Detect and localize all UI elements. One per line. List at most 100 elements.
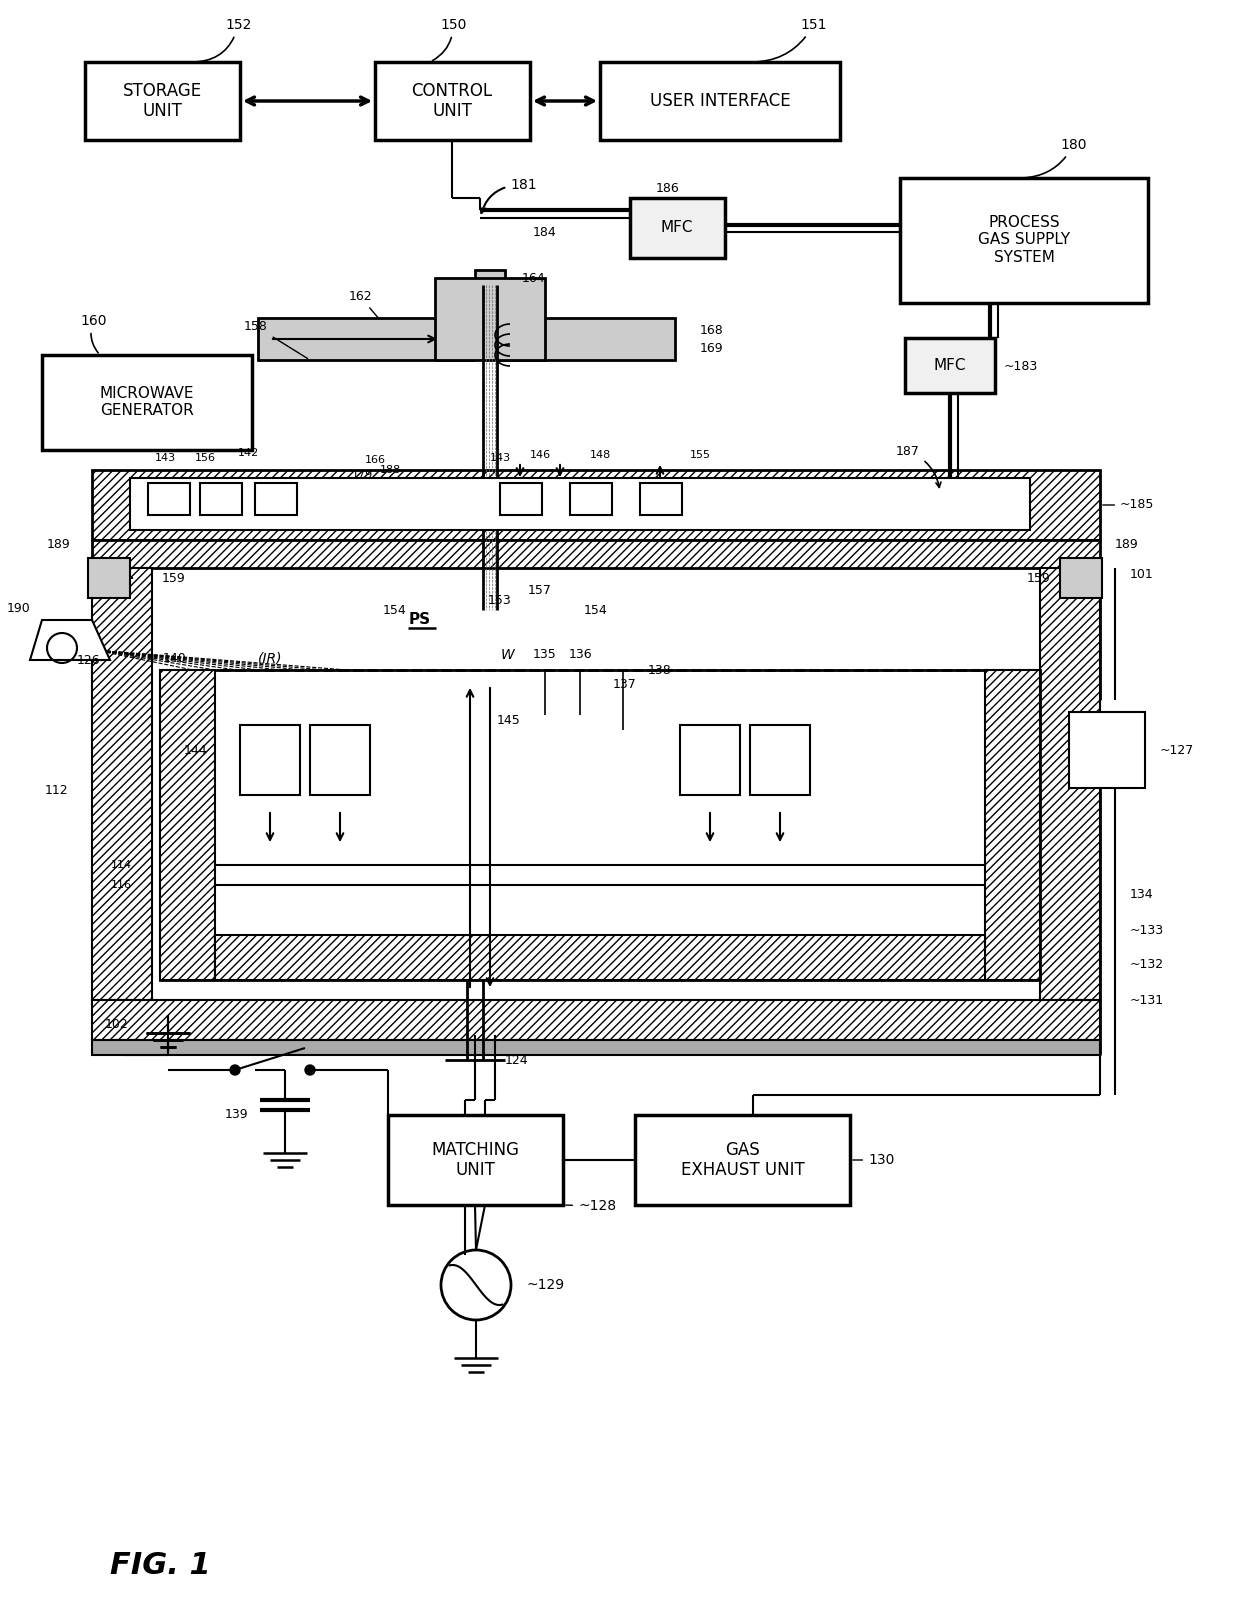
Bar xyxy=(388,1115,563,1205)
Text: 116: 116 xyxy=(112,880,131,889)
Text: ~128: ~128 xyxy=(565,1199,616,1213)
Text: 114: 114 xyxy=(110,860,131,870)
Text: 142: 142 xyxy=(237,449,259,458)
Text: 145: 145 xyxy=(497,713,521,726)
Bar xyxy=(92,539,1100,569)
Text: 151: 151 xyxy=(753,18,827,62)
Text: W: W xyxy=(501,648,515,663)
Text: MFC: MFC xyxy=(661,220,693,235)
Bar xyxy=(435,279,546,360)
Circle shape xyxy=(305,1064,315,1076)
Text: 153: 153 xyxy=(489,593,512,606)
Text: CONTROL
UNIT: CONTROL UNIT xyxy=(412,81,492,120)
Text: 166: 166 xyxy=(365,455,386,465)
Text: 158: 158 xyxy=(244,321,308,358)
Bar xyxy=(92,1040,1100,1055)
Text: STORAGE
UNIT: STORAGE UNIT xyxy=(123,81,202,120)
Bar xyxy=(750,726,810,795)
Bar xyxy=(985,671,1040,980)
Text: USER INTERFACE: USER INTERFACE xyxy=(650,92,790,110)
Bar xyxy=(148,483,190,515)
Text: PS: PS xyxy=(409,612,432,627)
Bar xyxy=(241,726,300,795)
Text: 159: 159 xyxy=(1027,572,1050,585)
Text: 187: 187 xyxy=(897,446,941,488)
Bar xyxy=(570,483,613,515)
Bar xyxy=(86,62,241,139)
Bar xyxy=(160,671,215,980)
Bar xyxy=(497,318,675,360)
Text: 156: 156 xyxy=(195,454,216,463)
Text: ~133: ~133 xyxy=(1130,923,1164,936)
Bar xyxy=(905,339,994,394)
Bar xyxy=(92,1000,1100,1040)
Text: 143: 143 xyxy=(490,454,511,463)
Text: 186: 186 xyxy=(656,181,680,194)
Bar xyxy=(258,318,472,360)
Text: 144: 144 xyxy=(184,744,207,757)
Text: ~183: ~183 xyxy=(1004,360,1038,373)
Text: (IR): (IR) xyxy=(258,651,283,664)
Bar xyxy=(630,198,725,258)
Bar xyxy=(475,271,505,292)
Text: ~131: ~131 xyxy=(1130,993,1164,1006)
Polygon shape xyxy=(30,620,110,659)
Text: MICROWAVE
GENERATOR: MICROWAVE GENERATOR xyxy=(99,386,195,418)
Bar xyxy=(640,483,682,515)
Bar xyxy=(500,483,542,515)
Bar xyxy=(255,483,298,515)
Bar xyxy=(88,557,130,598)
Text: 154: 154 xyxy=(383,604,407,617)
Text: 126: 126 xyxy=(77,653,100,666)
Text: 160: 160 xyxy=(81,314,107,353)
Text: ~127: ~127 xyxy=(1159,744,1194,757)
Text: 102: 102 xyxy=(104,1019,128,1032)
Text: 137: 137 xyxy=(613,679,637,692)
Text: 101: 101 xyxy=(1130,569,1153,582)
Text: 189: 189 xyxy=(46,538,69,551)
Bar xyxy=(42,355,252,450)
Text: 124: 124 xyxy=(505,1053,528,1066)
Text: 180: 180 xyxy=(1023,138,1086,178)
Bar xyxy=(1069,713,1145,787)
Bar xyxy=(160,671,1040,980)
Bar xyxy=(635,1115,849,1205)
Bar xyxy=(1060,557,1102,598)
Text: ~185: ~185 xyxy=(1102,499,1154,512)
Bar xyxy=(200,483,242,515)
Bar xyxy=(600,62,839,139)
Text: 152: 152 xyxy=(192,18,252,62)
Text: FIG. 1: FIG. 1 xyxy=(109,1550,211,1580)
Bar xyxy=(92,470,1100,539)
Text: PROCESS
GAS SUPPLY
SYSTEM: PROCESS GAS SUPPLY SYSTEM xyxy=(978,215,1070,266)
Text: 135: 135 xyxy=(533,648,557,661)
Text: MFC: MFC xyxy=(934,358,966,374)
Text: 189: 189 xyxy=(1115,538,1138,551)
Text: 162: 162 xyxy=(348,290,378,318)
Text: 112: 112 xyxy=(45,784,68,797)
Bar xyxy=(130,478,1030,530)
Text: MATCHING
UNIT: MATCHING UNIT xyxy=(432,1140,520,1179)
Text: 154: 154 xyxy=(584,604,608,617)
Circle shape xyxy=(229,1064,241,1076)
Bar xyxy=(1040,569,1100,1000)
Bar xyxy=(92,569,153,1000)
Bar xyxy=(310,726,370,795)
Text: 143: 143 xyxy=(155,454,176,463)
Text: 181: 181 xyxy=(480,178,537,214)
Text: 136: 136 xyxy=(568,648,591,661)
Bar xyxy=(680,726,740,795)
Text: GAS
EXHAUST UNIT: GAS EXHAUST UNIT xyxy=(681,1140,805,1179)
Text: 190: 190 xyxy=(6,601,30,614)
Text: 148: 148 xyxy=(589,450,610,460)
Text: 146: 146 xyxy=(529,450,551,460)
Bar xyxy=(215,935,985,980)
Text: 179: 179 xyxy=(351,470,373,480)
Text: 139: 139 xyxy=(224,1108,248,1121)
Bar xyxy=(374,62,529,139)
Text: 159: 159 xyxy=(162,572,186,585)
Text: 168: 168 xyxy=(701,324,724,337)
Text: 155: 155 xyxy=(689,450,711,460)
Bar xyxy=(900,178,1148,303)
Text: 184: 184 xyxy=(533,225,557,238)
